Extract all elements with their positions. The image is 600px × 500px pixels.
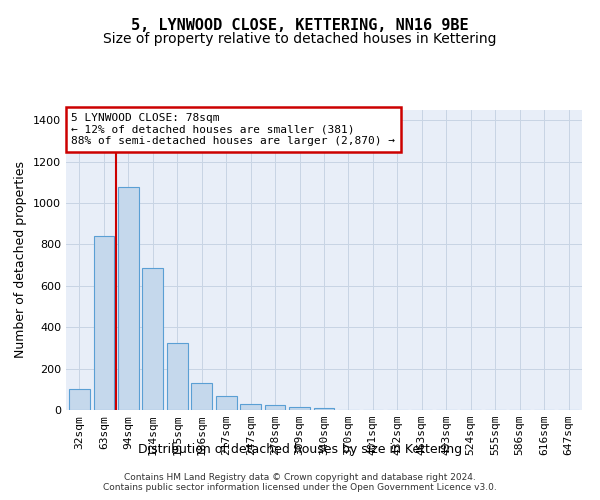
Bar — [265, 406, 286, 410]
Bar — [191, 383, 212, 410]
Text: Distribution of detached houses by size in Kettering: Distribution of detached houses by size … — [138, 442, 462, 456]
Text: Size of property relative to detached houses in Kettering: Size of property relative to detached ho… — [103, 32, 497, 46]
Bar — [240, 404, 261, 410]
Bar — [167, 343, 188, 410]
Bar — [69, 388, 90, 410]
Bar — [216, 396, 236, 410]
Bar — [142, 268, 163, 410]
Text: 5 LYNWOOD CLOSE: 78sqm
← 12% of detached houses are smaller (381)
88% of semi-de: 5 LYNWOOD CLOSE: 78sqm ← 12% of detached… — [71, 113, 395, 146]
Bar — [289, 407, 310, 410]
Text: Contains HM Land Registry data © Crown copyright and database right 2024.
Contai: Contains HM Land Registry data © Crown c… — [103, 472, 497, 492]
Bar — [314, 408, 334, 410]
Y-axis label: Number of detached properties: Number of detached properties — [14, 162, 28, 358]
Text: 5, LYNWOOD CLOSE, KETTERING, NN16 9BE: 5, LYNWOOD CLOSE, KETTERING, NN16 9BE — [131, 18, 469, 32]
Bar — [94, 236, 114, 410]
Bar — [118, 186, 139, 410]
